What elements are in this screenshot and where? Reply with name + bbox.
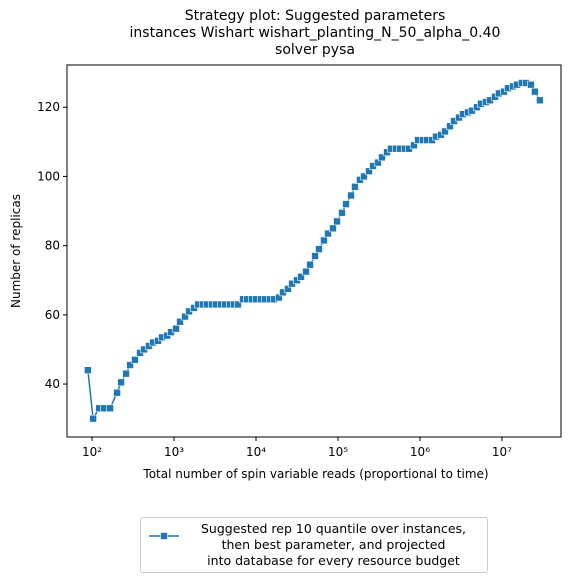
marker — [378, 153, 386, 162]
marker — [172, 324, 180, 333]
legend-marker — [160, 532, 168, 540]
marker — [84, 366, 92, 375]
marker — [234, 300, 242, 309]
line — [87, 82, 541, 422]
y-tick-label: 80 — [45, 239, 60, 253]
marker — [329, 224, 337, 233]
marker — [536, 96, 544, 105]
x-tick-label: 10⁷ — [492, 445, 512, 459]
marker — [446, 122, 454, 131]
marker — [306, 260, 314, 269]
marker — [117, 378, 125, 387]
marker — [347, 191, 355, 200]
marker — [131, 356, 139, 364]
marker — [338, 208, 346, 217]
y-tick-label: 40 — [45, 377, 60, 391]
marker — [351, 183, 359, 191]
legend: Suggested rep 10 quantile over instances… — [140, 517, 488, 573]
marker — [311, 252, 319, 260]
marker — [441, 127, 449, 136]
chart-title: Strategy plot: Suggested parameters inst… — [129, 8, 501, 58]
marker — [297, 272, 305, 281]
legend-label: Suggested rep 10 quantile over instances… — [200, 521, 466, 568]
marker — [374, 158, 382, 167]
y-tick-label: 120 — [37, 100, 60, 114]
marker — [126, 361, 134, 369]
marker — [320, 236, 328, 245]
marker — [315, 245, 323, 253]
marker — [181, 312, 189, 321]
marker — [275, 293, 283, 302]
x-tick-label: 10² — [82, 445, 102, 459]
marker — [360, 172, 368, 181]
marker — [113, 388, 121, 397]
marker — [284, 285, 292, 293]
legend-swatch — [149, 532, 179, 540]
marker — [342, 200, 350, 208]
plot-frame — [66, 64, 562, 438]
marker — [176, 317, 184, 326]
marker — [106, 404, 114, 413]
marker — [324, 229, 332, 238]
y-tick-label: 60 — [45, 308, 60, 322]
marker — [302, 267, 310, 276]
x-tick-label: 10⁵ — [328, 445, 348, 459]
marker — [89, 414, 97, 423]
marker — [410, 141, 418, 150]
marker — [333, 217, 341, 226]
marker — [527, 80, 535, 89]
x-tick-label: 10⁶ — [410, 445, 430, 459]
marker — [122, 369, 130, 378]
x-tick-label: 10⁴ — [246, 445, 266, 459]
y-tick-label: 100 — [37, 169, 60, 183]
x-axis-label: Total number of spin variable reads (pro… — [142, 467, 488, 481]
y-axis-label: Number of replicas — [9, 194, 23, 308]
x-tick-label: 10³ — [164, 445, 184, 459]
marker — [365, 167, 373, 176]
marker — [531, 87, 539, 96]
